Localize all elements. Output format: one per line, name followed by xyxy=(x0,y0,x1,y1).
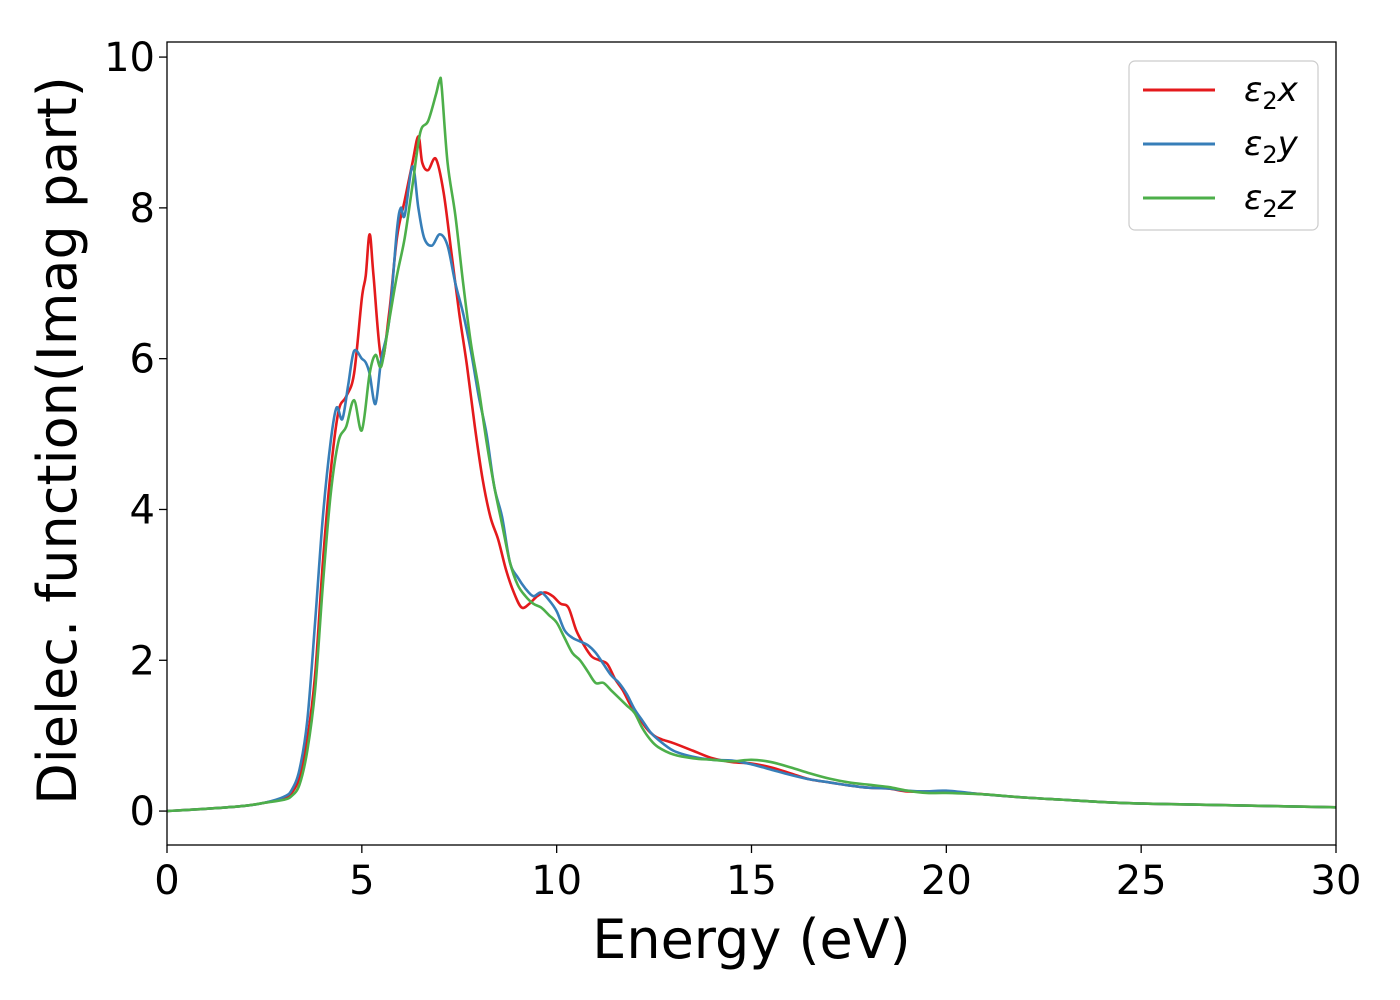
legend-entry-x: ε2x xyxy=(1244,70,1299,115)
legend-symbol: ε xyxy=(1244,70,1262,110)
legend-component: z xyxy=(1277,178,1297,218)
legend-subscript: 2 xyxy=(1262,195,1277,223)
legend-component: x xyxy=(1277,70,1299,110)
y-tick-label: 0 xyxy=(130,789,155,835)
x-axis-ticks: 0 5 10 15 20 25 30 xyxy=(154,845,1361,904)
series-layer xyxy=(166,76,1337,813)
x-tick-label: 25 xyxy=(1116,858,1167,904)
legend-entry-z: ε2z xyxy=(1244,178,1297,223)
x-tick-label: 10 xyxy=(531,858,582,904)
series-line-z xyxy=(166,76,1337,813)
x-tick-label: 0 xyxy=(154,858,179,904)
y-axis-ticks: 0 2 4 6 8 10 xyxy=(104,35,167,835)
legend-box xyxy=(1128,60,1319,231)
y-tick-label: 4 xyxy=(130,487,155,533)
series-line-x xyxy=(166,134,1337,813)
x-tick-label: 5 xyxy=(349,858,374,904)
x-tick-label: 30 xyxy=(1311,858,1362,904)
y-tick-label: 6 xyxy=(130,337,155,383)
legend-symbol: ε xyxy=(1244,124,1262,164)
x-tick-label: 20 xyxy=(921,858,972,904)
y-tick-label: 10 xyxy=(104,35,155,81)
legend-component: y xyxy=(1277,124,1299,164)
y-tick-label: 2 xyxy=(130,638,155,684)
y-tick-label: 8 xyxy=(130,186,155,232)
legend-subscript: 2 xyxy=(1262,141,1277,169)
series-line-y xyxy=(166,165,1337,813)
legend-entry-y: ε2y xyxy=(1244,124,1299,169)
y-axis-label: Dielec. function(Imag part) xyxy=(26,76,89,805)
legend-symbol: ε xyxy=(1244,178,1262,218)
x-axis-label: Energy (eV) xyxy=(592,908,911,971)
x-tick-label: 15 xyxy=(726,858,777,904)
legend-subscript: 2 xyxy=(1262,87,1277,115)
